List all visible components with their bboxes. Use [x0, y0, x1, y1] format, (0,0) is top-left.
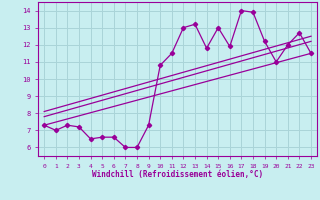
X-axis label: Windchill (Refroidissement éolien,°C): Windchill (Refroidissement éolien,°C) — [92, 170, 263, 179]
